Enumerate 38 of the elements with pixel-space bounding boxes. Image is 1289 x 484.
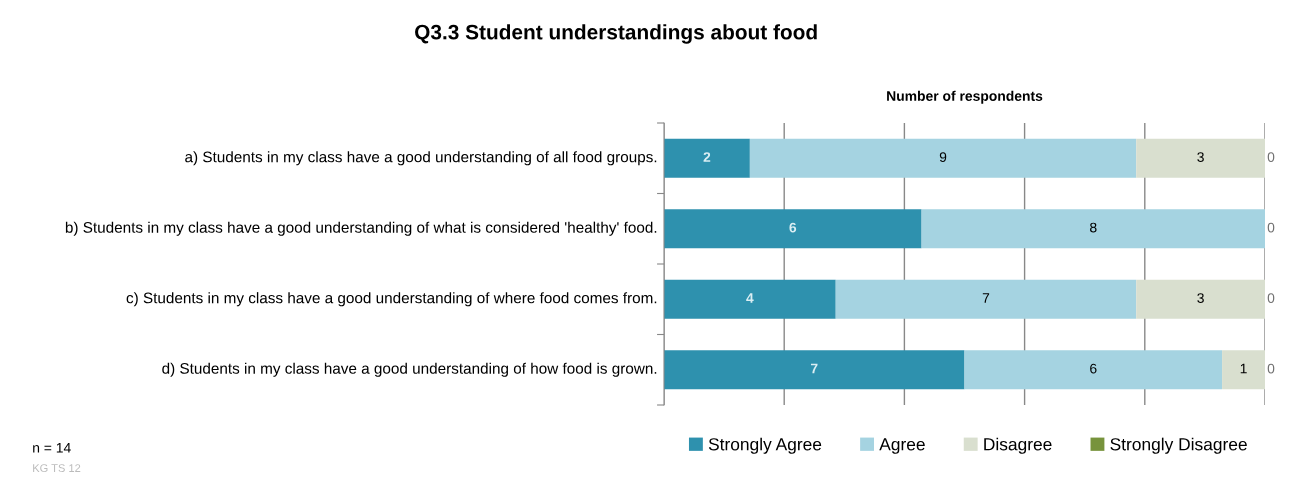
bar: [964, 350, 1223, 390]
data-label: 3: [1197, 152, 1204, 162]
y-tick-label: a) Students in my class have a good understanding of all food groups.: [185, 151, 657, 166]
legend-label: Strongly Disagree: [1110, 437, 1247, 454]
bar: [664, 138, 750, 178]
bar: [664, 209, 922, 249]
data-label: 9: [939, 152, 947, 162]
data-label: 1: [1240, 363, 1247, 374]
data-label: 0: [1267, 152, 1275, 162]
data-label: 3: [1197, 293, 1204, 303]
chart-title: Q3.3 Student understandings about food: [415, 24, 817, 44]
data-label: 0: [1267, 222, 1275, 233]
data-label: 8: [1090, 222, 1097, 233]
y-tick-label: b) Students in my class have a good understanding of what is considered 'healthy' food.: [65, 221, 657, 236]
y-tick-label: d) Students in my class have a good understanding of how food is grown.: [162, 362, 657, 377]
bar: [835, 279, 1137, 319]
data-label: 2: [703, 152, 711, 162]
bar: [664, 279, 836, 319]
bar: [664, 350, 965, 390]
data-label: 6: [1090, 363, 1097, 374]
data-label: 7: [982, 293, 990, 303]
x-axis-title: Number of respondents: [887, 90, 1043, 104]
data-label: 0: [1267, 363, 1275, 374]
legend-label: Agree: [879, 438, 925, 454]
data-label: 6: [789, 222, 797, 233]
text: n = 14: [33, 442, 71, 453]
data-label: 0: [1267, 293, 1275, 303]
bar: [749, 138, 1137, 178]
data-label: 4: [746, 293, 754, 303]
data-label: 7: [810, 363, 818, 374]
text: KG TS 12: [33, 464, 81, 473]
legend-label: Disagree: [984, 437, 1052, 454]
bar: [1222, 350, 1265, 390]
bar: [1136, 279, 1265, 319]
bar: [921, 209, 1265, 249]
legend-label: Strongly Agree: [708, 437, 822, 454]
y-tick-label: c) Students in my class have a good understanding of where food comes from.: [126, 292, 657, 307]
bar: [1136, 138, 1265, 178]
